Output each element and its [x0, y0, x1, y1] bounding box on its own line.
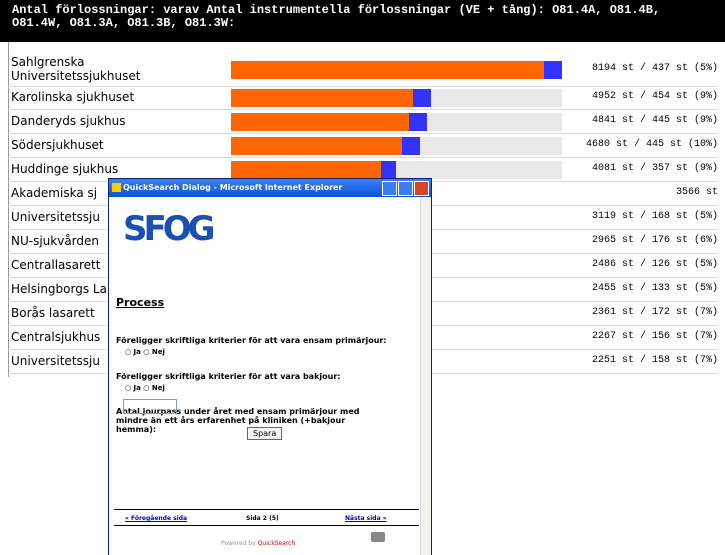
row-label: 3119 st / 168 st (5%) [591, 211, 718, 222]
row-name: Södersjukhuset [11, 138, 104, 152]
row-name: Centrallasarett [11, 258, 101, 272]
row-label: 2455 st / 133 st (5%) [591, 283, 718, 294]
row-separator [8, 109, 718, 110]
row-label: 4841 st / 445 st (9%) [591, 115, 718, 126]
option[interactable]: Nej [151, 384, 165, 392]
divider [114, 525, 419, 526]
row-name: Borås lasarett [11, 306, 95, 320]
bar-total [231, 89, 413, 107]
row-label: 2361 st / 172 st (7%) [591, 307, 718, 318]
question: Föreligger skriftliga kriterier för att … [116, 336, 387, 345]
bar-instrumental [408, 113, 427, 131]
maximize[interactable] [398, 181, 413, 196]
bar-total [231, 113, 409, 131]
divider [114, 509, 419, 510]
next-link[interactable]: Nästa sida » [345, 515, 387, 522]
options[interactable]: ○ Ja ○ Nej [125, 384, 165, 392]
header: Antal förlossningar: varav Antal instrum… [0, 0, 725, 42]
title-line: Antal förlossningar: varav Antal instrum… [12, 3, 661, 17]
question: Antal jourpass under året med ensam prim… [116, 407, 360, 434]
question: Föreligger skriftliga kriterier för att … [116, 372, 341, 381]
powered: Powered by QuickSearch [221, 540, 295, 547]
brand: QuickSearch [257, 540, 296, 547]
logo: SFOG [123, 209, 216, 249]
row-label: 3566 st [675, 187, 718, 198]
bar-instrumental [381, 161, 396, 179]
bar-total [231, 61, 545, 79]
scrollbar[interactable] [420, 197, 431, 555]
minimize[interactable] [382, 181, 397, 196]
row-name: Helsingborgs La [11, 282, 107, 296]
row-label: 2965 st / 176 st (6%) [591, 235, 718, 246]
row-label: 2267 st / 156 st (7%) [591, 331, 718, 342]
prev-link[interactable]: « Föregående sida [125, 515, 188, 522]
row-name: Huddinge sjukhus [11, 162, 119, 176]
row-name: Karolinska sjukhuset [11, 90, 135, 104]
row-label: 4952 st / 454 st (9%) [591, 91, 718, 102]
options[interactable]: ○ Ja ○ Nej [125, 348, 165, 356]
row-label: 2486 st / 126 st (5%) [591, 259, 718, 270]
row-name: Akademiska sj [11, 186, 98, 200]
row-separator [8, 157, 718, 158]
title-line: O81.4W, O81.3A, O81.3B, O81.3W: [12, 16, 236, 30]
row-name: Centralsjukhus [11, 330, 101, 344]
heading: Process [116, 296, 165, 309]
page-indicator: Sida 2 (5) [246, 515, 279, 522]
left-border [8, 42, 9, 377]
text-input[interactable] [123, 399, 177, 414]
bar-instrumental [544, 61, 562, 79]
bar-instrumental [402, 137, 421, 155]
bar-total [231, 161, 382, 179]
icon [112, 183, 121, 192]
row-label: 4081 st / 357 st (9%) [591, 163, 718, 174]
dialog-title: QuickSearch Dialog - Microsoft Internet … [123, 183, 343, 192]
bar-instrumental [412, 89, 432, 107]
close[interactable] [414, 181, 429, 196]
row-name: Sahlgrenska Universitetssjukhuset [11, 55, 141, 83]
row-name: Danderyds sjukhus [11, 114, 126, 128]
powered-text: Powered by [221, 540, 256, 547]
row-name: Universitetssju [11, 354, 100, 368]
print-icon[interactable] [371, 532, 385, 542]
option[interactable]: Nej [151, 348, 165, 356]
save-button[interactable]: Spara [247, 427, 283, 440]
title-bar: QuickSearch Dialog - Microsoft Internet … [109, 179, 431, 197]
row-separator [8, 133, 718, 134]
row-label: 4680 st / 445 st (10%) [585, 139, 718, 150]
row-label: 2251 st / 158 st (7%) [591, 355, 718, 366]
row-name: NU-sjukvården [11, 234, 100, 248]
row-label: 8194 st / 437 st (5%) [591, 63, 718, 74]
row-name: Universitetssju [11, 210, 100, 224]
option[interactable]: Ja [133, 348, 141, 356]
option[interactable]: Ja [133, 384, 141, 392]
bar-total [231, 137, 403, 155]
dialog: QuickSearch Dialog - Microsoft Internet … [108, 178, 432, 555]
row-separator [8, 86, 718, 87]
